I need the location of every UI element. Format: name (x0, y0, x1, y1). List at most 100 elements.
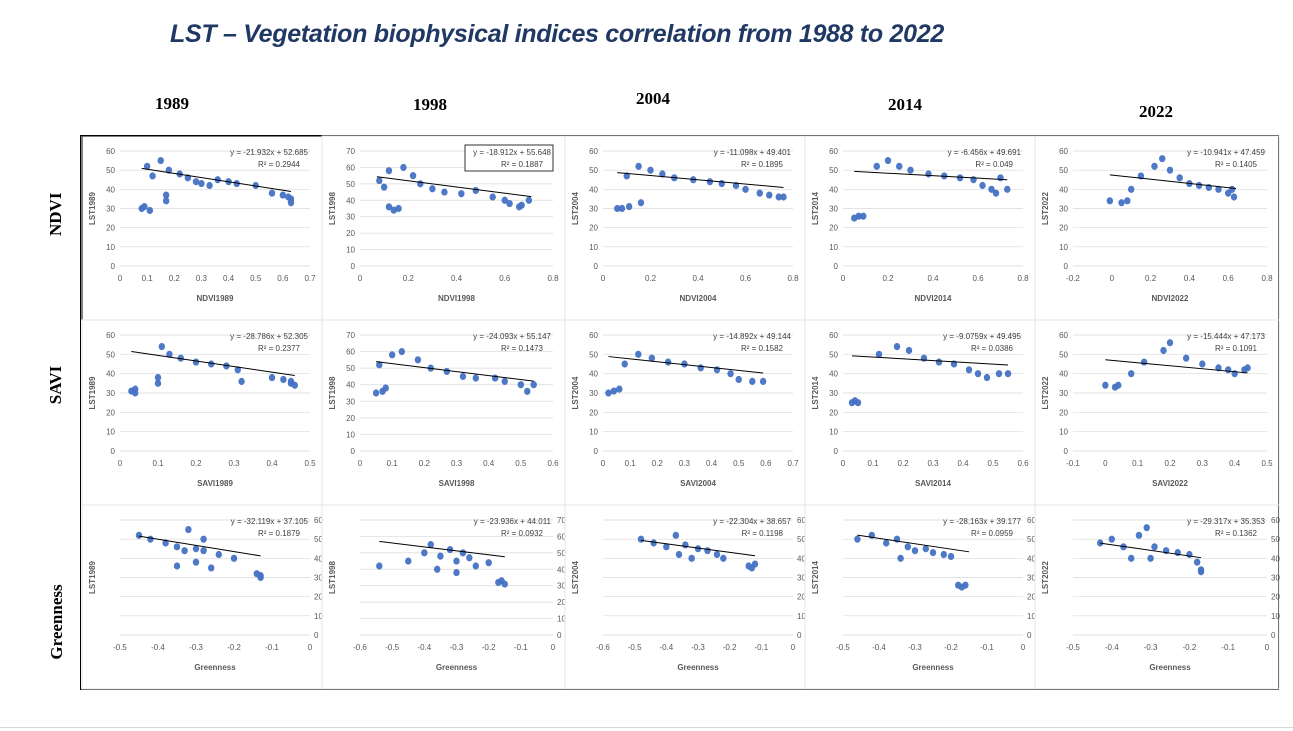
bottom-divider (0, 727, 1293, 728)
data-point (873, 162, 880, 170)
y-tick-label: 50 (1059, 166, 1068, 175)
x-tick-label: 0 (1265, 643, 1270, 652)
data-point (929, 548, 937, 557)
data-point (489, 193, 496, 201)
x-tick-label: -0.2 (723, 643, 737, 652)
y-tick-label: 50 (797, 535, 806, 544)
data-point (1186, 550, 1193, 559)
data-point (756, 189, 763, 197)
data-point (637, 199, 645, 207)
y-tick-label: 40 (106, 185, 115, 194)
x-tick-label: 0.2 (190, 459, 202, 468)
y-tick-label: 10 (829, 243, 838, 252)
data-point (854, 535, 861, 543)
y-tick-label: 20 (829, 224, 838, 233)
x-tick-label: -0.5 (836, 643, 850, 652)
r-squared-label: R² = 0.1895 (741, 160, 784, 169)
y-tick-label: 60 (106, 147, 115, 156)
data-point (647, 166, 654, 174)
y-tick-label: 70 (557, 516, 566, 525)
x-axis-title: NDVI2014 (915, 294, 952, 303)
data-point (623, 172, 630, 180)
data-point (1118, 199, 1125, 207)
x-axis-title: NDVI1998 (438, 294, 475, 303)
data-point (158, 343, 165, 351)
y-tick-label: 20 (346, 229, 355, 238)
data-point (1182, 354, 1190, 362)
y-tick-label: 60 (589, 331, 598, 340)
y-tick-label: 60 (829, 147, 838, 156)
y-tick-label: 20 (557, 598, 566, 607)
y-tick-label: 30 (557, 582, 566, 591)
y-tick-label: 0 (594, 447, 599, 456)
data-point (947, 552, 955, 561)
y-tick-label: 50 (589, 350, 598, 359)
data-point (1193, 558, 1201, 566)
data-point (1230, 193, 1238, 201)
y-tick-label: 40 (589, 370, 598, 379)
data-point (766, 191, 773, 199)
data-point (935, 358, 943, 366)
x-tick-label: 0.2 (403, 274, 415, 283)
x-tick-label: -0.5 (113, 643, 127, 652)
x-tick-label: -0.4 (659, 643, 673, 652)
regression-equation: y = -21.932x + 52.685 (230, 148, 308, 157)
data-point (1106, 197, 1114, 205)
x-tick-label: 0.5 (1261, 459, 1273, 468)
regression-equation: y = -24.093x + 55.147 (473, 332, 551, 341)
x-tick-label: 0.4 (692, 274, 704, 283)
y-axis-title: LST2022 (1041, 191, 1050, 224)
x-tick-label: 0.1 (387, 459, 399, 468)
trendline (379, 540, 505, 558)
data-point (287, 379, 295, 387)
x-tick-label: -0.3 (450, 643, 464, 652)
data-point (376, 361, 383, 369)
y-tick-label: 40 (106, 370, 115, 379)
x-tick-label: -0.2 (1183, 643, 1197, 652)
y-tick-label: 10 (1027, 612, 1036, 621)
x-tick-label: 0.4 (223, 274, 235, 283)
y-tick-label: 30 (589, 389, 598, 398)
y-tick-label: 20 (314, 593, 323, 602)
chart-greenness-2022: 0 10 20 30 40 50 60 -0.5 -0.4 -0.3 -0.2 -0.1 0 Greenn… (1034, 504, 1280, 690)
y-tick-label: 0 (351, 447, 356, 456)
data-point (501, 377, 508, 385)
y-tick-label: 10 (1059, 243, 1068, 252)
data-point (962, 581, 969, 589)
y-axis-title: LST2014 (811, 560, 820, 593)
x-tick-label: 0.5 (515, 459, 527, 468)
x-tick-label: -0.1 (980, 643, 994, 652)
data-point (614, 204, 621, 213)
x-tick-label: -0.3 (908, 643, 922, 652)
data-point (466, 554, 473, 562)
data-point (177, 354, 184, 362)
y-axis-title: LST1989 (88, 191, 97, 224)
y-tick-label: 20 (1059, 224, 1068, 233)
x-tick-label: 0 (841, 459, 846, 468)
x-tick-label: 0.6 (1223, 274, 1235, 283)
data-point (1115, 381, 1122, 389)
y-tick-label: 10 (106, 243, 115, 252)
data-point (883, 539, 890, 547)
x-tick-label: 0 (841, 274, 846, 283)
data-point (625, 202, 633, 211)
data-point (181, 547, 188, 555)
panel-cell (1034, 504, 1280, 690)
regression-equation: y = -23.936x + 44.011 (474, 517, 552, 526)
y-tick-label: 20 (1059, 408, 1068, 417)
data-point (459, 549, 467, 557)
y-tick-label: 50 (557, 549, 566, 558)
y-tick-label: 10 (314, 612, 323, 621)
x-tick-label: 0.1 (1132, 459, 1144, 468)
y-tick-label: 50 (829, 350, 838, 359)
data-point (141, 202, 148, 211)
data-point (215, 550, 222, 559)
y-axis-title: LST1989 (88, 560, 97, 593)
y-tick-label: 30 (797, 574, 806, 583)
data-point (388, 351, 396, 359)
trendline (857, 534, 970, 553)
data-point (506, 199, 513, 208)
x-tick-label: 0 (1021, 643, 1026, 652)
data-point (257, 573, 264, 582)
x-tick-label: 0.4 (266, 459, 278, 468)
